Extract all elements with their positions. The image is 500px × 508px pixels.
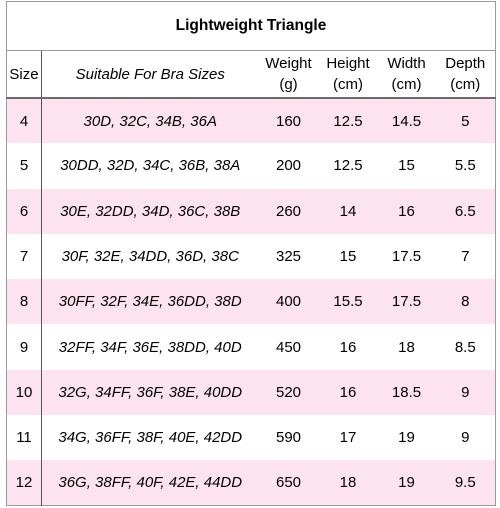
table-cell: 9	[461, 383, 470, 401]
table-cell: 12.5	[333, 112, 363, 130]
table-row: 7 30F, 32E, 34DD, 36D, 38C 325 15 17.5 7	[6, 233, 496, 280]
table-cell: 30D, 32C, 34B, 36A	[83, 112, 217, 130]
table-cell: 12.5	[333, 157, 363, 175]
table-cell: 18	[398, 338, 415, 356]
table-row: 6 30E, 32DD, 34D, 36C, 38B 260 14 16 6.5	[6, 188, 496, 234]
table-cell: 30FF, 32F, 34E, 36DD, 38D	[58, 293, 242, 311]
table-row: 12 36G, 38FF, 40F, 42E, 44DD 650 18 19 9.5	[6, 460, 496, 506]
table-row: 9 32FF, 34F, 36E, 38DD, 40D 450 16 18 8.5	[6, 324, 496, 370]
table-cell: 30E, 32DD, 34D, 36C, 38B	[60, 202, 241, 220]
table-cell: 14	[339, 202, 357, 220]
table-wrapper: Lightweight Triangle Size Suitable For Br…	[5, 1, 497, 507]
table-cell: 8	[6, 279, 42, 325]
table-cell: 36G, 38FF, 40F, 42E, 44DD	[58, 474, 243, 492]
table-cell: 400	[275, 293, 302, 311]
table-cell: 9	[6, 324, 42, 370]
header-cell: Height (cm)	[318, 50, 378, 99]
table-cell: 19	[398, 474, 415, 492]
table-cell: 5	[461, 112, 470, 130]
table-cell: 15.5	[333, 293, 363, 311]
table-cell: 16	[398, 202, 415, 220]
table-cell: 160	[275, 112, 302, 130]
table-cell: 6.5	[454, 202, 476, 220]
header-cell: Size	[6, 50, 42, 99]
table-cell: 520	[275, 383, 302, 401]
table-cell: 34G, 36FF, 38F, 40E, 42DD	[58, 429, 243, 447]
table-cell: 19	[398, 429, 415, 447]
header-row: Size Suitable For Bra Sizes Weight (g) Heig…	[6, 50, 496, 99]
table-cell: 260	[275, 202, 302, 220]
table-cell: 15	[339, 248, 357, 266]
table-body: 4 30D, 32C, 34B, 36A 160 12.5 14.5 5 5 30DD, 32…	[6, 98, 496, 506]
table-cell: 590	[275, 429, 302, 447]
table-cell: 9	[461, 429, 470, 447]
table-cell: 14.5	[391, 112, 422, 130]
header-cell: Weight (g)	[258, 50, 319, 99]
table-row: 10 32G, 34FF, 36F, 38E, 40DD 520 16 18.5 9	[6, 369, 496, 416]
table-cell: 10	[6, 369, 42, 416]
table-cell: 5.5	[454, 157, 476, 175]
table-row: 8 30FF, 32F, 34E, 36DD, 38D 400 15.5 17.5 8	[6, 279, 496, 325]
table-cell: 5	[6, 143, 42, 189]
header-cell: Depth (cm)	[435, 50, 496, 99]
table-cell: 16	[339, 383, 357, 401]
table-cell: 7	[6, 233, 42, 280]
table-row: 11 34G, 36FF, 38F, 40E, 42DD 590 17 19 9	[6, 415, 496, 461]
table-cell: 17.5	[391, 293, 422, 311]
table-cell: 30F, 32E, 34DD, 36D, 38C	[61, 248, 239, 266]
table-cell: 16	[339, 338, 357, 356]
size-table: Lightweight Triangle Size Suitable For Br…	[5, 1, 497, 507]
table-cell: 12	[6, 460, 42, 506]
table-cell: 325	[275, 248, 302, 266]
table-cell: 18.5	[391, 383, 422, 401]
table-title: Lightweight Triangle	[5, 1, 497, 51]
table-cell: 17.5	[391, 248, 422, 266]
table-row: 5 30DD, 32D, 34C, 36B, 38A 200 12.5 15 5.5	[6, 143, 496, 189]
table-cell: 4	[6, 98, 42, 144]
table-row: 4 30D, 32C, 34B, 36A 160 12.5 14.5 5	[6, 98, 496, 144]
table-cell: 30DD, 32D, 34C, 36B, 38A	[60, 157, 241, 175]
table-cell: 8.5	[454, 338, 476, 356]
table-cell: 6	[6, 188, 42, 234]
table-cell: 9.5	[454, 474, 476, 492]
table-cell: 11	[6, 415, 42, 461]
header-cell: Suitable For Bra Sizes	[41, 50, 259, 99]
table-cell: 32G, 34FF, 36F, 38E, 40DD	[58, 383, 243, 401]
header-cell: Width (cm)	[377, 50, 436, 99]
table-cell: 18	[339, 474, 357, 492]
table-cell: 650	[275, 474, 302, 492]
table-cell: 17	[339, 429, 357, 447]
table-cell: 15	[398, 157, 415, 175]
table-cell: 450	[275, 338, 302, 356]
table-cell: 8	[461, 293, 470, 311]
table-cell: 200	[275, 157, 302, 175]
table-cell: 7	[461, 248, 470, 266]
table-cell: 32FF, 34F, 36E, 38DD, 40D	[58, 338, 242, 356]
